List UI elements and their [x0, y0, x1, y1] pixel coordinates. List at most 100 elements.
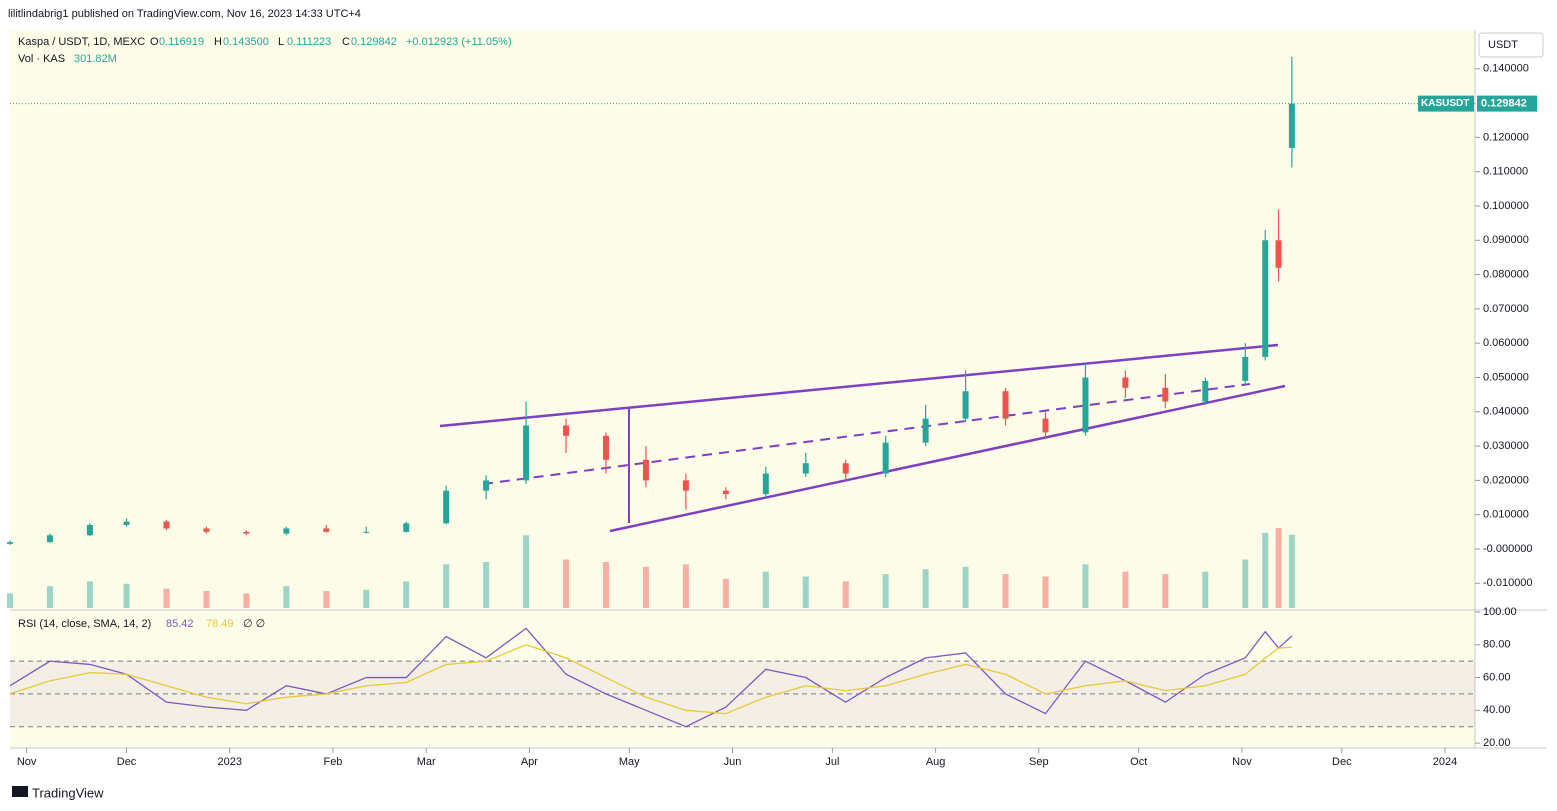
volume-bar	[1162, 574, 1169, 608]
rsi-line	[9, 627, 1293, 728]
volume-bar	[363, 589, 370, 608]
volume-bar	[283, 586, 290, 608]
change: +0.012923 (+11.05%)	[406, 36, 512, 48]
candle-body	[962, 391, 969, 419]
candle-body	[7, 542, 13, 544]
y-tick-label: 0.050000	[1483, 371, 1529, 383]
rsi-extra: ∅ ∅	[243, 618, 265, 630]
y-tick-label: 40.00	[1483, 704, 1511, 716]
x-tick-label: Oct	[1130, 756, 1147, 768]
volume-bar	[46, 586, 53, 608]
volume-bar	[323, 591, 330, 608]
y-tick-label: 0.040000	[1483, 406, 1529, 418]
candle-body	[323, 528, 330, 532]
candle-body	[46, 535, 53, 543]
candle-body	[523, 425, 530, 481]
volume-bar	[443, 564, 450, 608]
y-tick-label: 80.00	[1483, 639, 1511, 651]
volume-bar	[1202, 571, 1209, 608]
candle-body	[123, 521, 130, 525]
volume-bar	[722, 578, 729, 608]
volume-bar	[642, 566, 649, 608]
volume-bar	[1042, 576, 1049, 608]
volume-bar	[243, 593, 250, 608]
candle-body	[1042, 418, 1049, 433]
trendline	[439, 343, 1279, 428]
candle-body	[1242, 356, 1249, 381]
volume-bar	[563, 559, 570, 608]
candle-body	[842, 463, 849, 474]
candle-body	[882, 442, 889, 474]
candle-body	[722, 490, 729, 495]
rsi-title: RSI (14, close, SMA, 14, 2)	[18, 618, 151, 630]
trendline	[609, 384, 1286, 533]
ohlc-value: 0.116919	[159, 36, 204, 48]
x-tick-label: Jul	[825, 756, 839, 768]
y-tick-label: -0.000000	[1483, 543, 1533, 555]
logo	[12, 786, 28, 797]
volume-bar	[1288, 534, 1295, 608]
x-tick-label: Aug	[926, 756, 946, 768]
price-tag	[1418, 95, 1474, 112]
volume-bar	[86, 581, 93, 608]
y-tick-label: 100.00	[1483, 606, 1517, 618]
candle-body	[163, 521, 170, 529]
volume-bar	[123, 583, 130, 608]
rsi-value: 78.49	[206, 618, 234, 630]
symbol: Kaspa / USDT, 1D, MEXC	[18, 36, 145, 48]
y-tick-label: 20.00	[1483, 737, 1511, 749]
ohlc-key: H	[214, 36, 222, 48]
x-tick-label: Dec	[1332, 756, 1352, 768]
y-tick-label: 60.00	[1483, 671, 1511, 683]
volume-bar	[1262, 532, 1269, 608]
rsi-line	[9, 644, 1292, 715]
volume-bar	[962, 566, 969, 608]
price-tag-value: 0.129842	[1481, 98, 1527, 110]
candle-body	[1275, 240, 1282, 268]
candle-body	[1082, 377, 1089, 433]
volume-bar	[203, 591, 210, 608]
candle-body	[203, 528, 210, 532]
y-tick-label: -0.010000	[1483, 577, 1533, 589]
candle-body	[563, 425, 570, 436]
x-tick-label: Jun	[724, 756, 742, 768]
candle-body	[483, 480, 490, 491]
volume-bar	[682, 564, 689, 608]
volume-bar	[882, 574, 889, 608]
volume-label: Vol · KAS	[18, 53, 65, 65]
ohlc-value: 0.143500	[223, 36, 269, 48]
volume-bar	[922, 569, 929, 608]
ohlc-value: 0.111223	[287, 36, 331, 48]
candle-body	[363, 531, 370, 533]
x-tick-label: Apr	[521, 756, 538, 768]
x-tick-label: May	[619, 756, 640, 768]
candle-body	[1002, 391, 1009, 419]
candle-body	[403, 523, 410, 532]
candle-body	[642, 459, 649, 481]
candle-body	[243, 531, 250, 534]
y-tick-label: 0.030000	[1483, 440, 1529, 452]
volume-bar	[762, 571, 769, 608]
byline: lilitlindabrig1 published on TradingView…	[8, 8, 361, 20]
candle-body	[762, 473, 769, 495]
price-tag	[1477, 95, 1537, 112]
x-tick-label: Nov	[17, 756, 37, 768]
y-tick-label: 0.020000	[1483, 474, 1529, 486]
volume-bar	[1242, 559, 1249, 608]
volume-bar	[1002, 574, 1009, 608]
volume-bar	[802, 576, 809, 608]
candle-body	[1122, 377, 1129, 388]
candle-body	[922, 418, 929, 443]
volume-bar	[1275, 528, 1282, 608]
y-tick-label: 0.080000	[1483, 268, 1529, 280]
x-tick-label: Dec	[117, 756, 137, 768]
currency[interactable]: USDT	[1488, 39, 1518, 51]
volume-bar	[7, 593, 13, 608]
candle-body	[283, 528, 290, 534]
ohlc-key: C	[342, 36, 350, 48]
chart-bg	[10, 30, 1475, 748]
volume-bar	[163, 588, 170, 608]
volume-bar	[602, 561, 609, 608]
currency-button[interactable]	[1478, 32, 1544, 58]
